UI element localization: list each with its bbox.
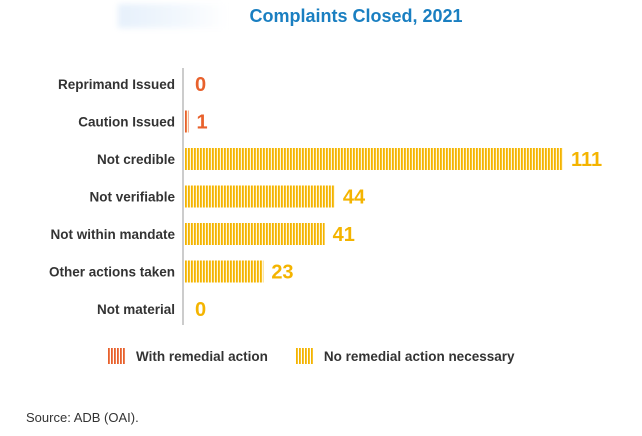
legend-item-no-remedial: No remedial action necessary	[295, 348, 515, 364]
legend-swatch-no-remedial	[295, 348, 313, 364]
bar	[185, 260, 264, 283]
bar-chart: Reprimand Issued 0 Caution Issued 1 Not cred…	[49, 68, 602, 325]
category-label: Not credible	[97, 152, 176, 167]
legend-label-no-remedial: No remedial action necessary	[323, 348, 515, 364]
legend-item-with-remedial: With remedial action	[108, 348, 268, 364]
bar	[185, 110, 189, 133]
data-label: 41	[333, 224, 355, 246]
data-label: 111	[571, 149, 602, 171]
bar	[185, 185, 335, 208]
data-label: 0	[195, 74, 206, 96]
category-label: Reprimand Issued	[58, 77, 175, 92]
bar	[185, 148, 563, 170]
category-label: Not verifiable	[89, 190, 175, 205]
blurred-header-decoration	[118, 4, 228, 28]
data-label: 23	[271, 262, 293, 284]
source-note: Source: ADB (OAI).	[26, 410, 139, 425]
legend: With remedial action No remedial action …	[108, 348, 543, 364]
category-label: Not within mandate	[51, 227, 176, 242]
chart-title: Complaints Closed, 2021	[249, 6, 463, 26]
category-label: Not material	[97, 302, 175, 317]
data-label: 1	[197, 112, 208, 134]
legend-label-with-remedial: With remedial action	[136, 348, 268, 364]
data-label: 0	[195, 299, 206, 321]
category-label: Other actions taken	[49, 265, 175, 280]
bar	[185, 223, 325, 245]
legend-swatch-with-remedial	[108, 348, 125, 364]
data-label: 44	[343, 187, 366, 209]
category-label: Caution Issued	[78, 115, 175, 130]
